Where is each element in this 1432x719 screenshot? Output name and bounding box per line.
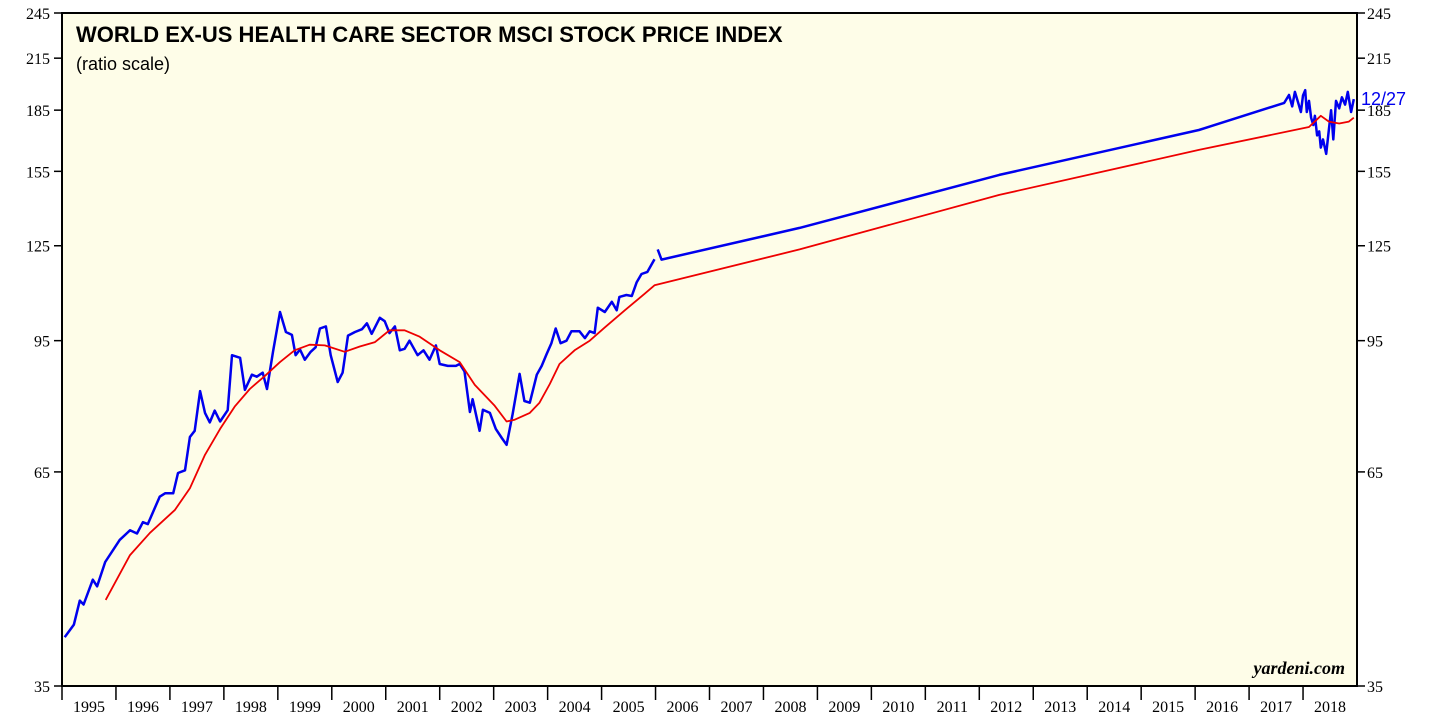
x-tick-label: 1995: [73, 699, 105, 716]
x-tick-label: 2012: [990, 699, 1022, 716]
x-tick-label: 2016: [1206, 699, 1238, 716]
chart-title: WORLD EX-US HEALTH CARE SECTOR MSCI STOC…: [76, 22, 783, 47]
y-tick-label: 65: [34, 465, 50, 482]
x-tick-label: 2003: [505, 699, 537, 716]
x-tick-label: 2014: [1098, 699, 1130, 716]
y-tick-label: 185: [26, 103, 50, 120]
x-tick-label: 2000: [343, 699, 375, 716]
x-tick-label: 2009: [828, 699, 860, 716]
y2-tick-label: 155: [1367, 164, 1391, 181]
x-tick-label: 1999: [289, 699, 321, 716]
y-tick-label: 245: [26, 6, 50, 23]
y2-tick-label: 125: [1367, 239, 1391, 256]
x-tick-label: 2008: [774, 699, 806, 716]
series-line: [63, 88, 1356, 638]
plot-area: [61, 12, 1358, 687]
chart-subtitle: (ratio scale): [76, 54, 170, 74]
x-tick-label: 1996: [127, 699, 159, 716]
x-tick-label: 2005: [613, 699, 645, 716]
x-tick-label: 1997: [181, 699, 213, 716]
x-tick-label: 2002: [451, 699, 483, 716]
x-tick-label: 2018: [1314, 699, 1346, 716]
x-tick-label: 2010: [882, 699, 914, 716]
x-tick-label: 2017: [1260, 699, 1292, 716]
y-tick-label: 95: [34, 334, 50, 351]
y-tick-label: 125: [26, 239, 50, 256]
x-tick-label: 2011: [937, 699, 968, 716]
x-tick-label: 2007: [720, 699, 752, 716]
y-tick-label: 215: [26, 51, 50, 68]
x-tick-label: 2004: [559, 699, 591, 716]
y2-tick-label: 95: [1367, 334, 1383, 351]
end-label: 12/27: [1361, 89, 1406, 109]
x-tick-label: 2006: [667, 699, 699, 716]
series-line: [104, 114, 1355, 601]
y2-tick-label: 185: [1367, 103, 1391, 120]
x-tick-label: 1998: [235, 699, 267, 716]
y-tick-label: 35: [34, 679, 50, 696]
x-tick-label: 2001: [397, 699, 429, 716]
y2-tick-label: 35: [1367, 679, 1383, 696]
x-tick-label: 2013: [1044, 699, 1076, 716]
watermark: yardeni.com: [1252, 658, 1346, 678]
y2-tick-label: 245: [1367, 6, 1391, 23]
x-tick-label: 2015: [1152, 699, 1184, 716]
y2-tick-label: 215: [1367, 51, 1391, 68]
y-tick-label: 155: [26, 164, 50, 181]
y2-tick-label: 65: [1367, 465, 1383, 482]
